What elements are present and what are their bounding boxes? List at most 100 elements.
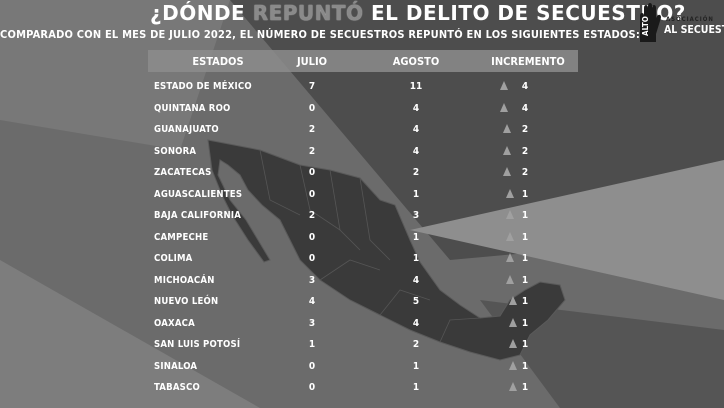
- table-row: GUANAJUATO 2 4 2: [0, 120, 724, 140]
- table-cell-august: 11: [409, 81, 423, 92]
- table-cell-state: ESTADO DE MÉXICO: [154, 81, 252, 92]
- table-cell-august: 1: [412, 188, 420, 200]
- table-cell-increase: 1: [521, 382, 529, 393]
- table-cell-state: NUEVO LEÓN: [154, 296, 219, 307]
- table-header-bar: [148, 50, 578, 72]
- increase-triangle-icon: [506, 231, 514, 241]
- increase-triangle-icon: [506, 210, 514, 219]
- increase-triangle-icon: [500, 81, 508, 90]
- table-cell-august: 4: [412, 145, 420, 157]
- table-cell-state: QUINTANA ROO: [154, 102, 231, 114]
- increase-triangle-icon: [500, 102, 508, 112]
- hand-icon: [640, 3, 661, 42]
- table-cell-july: 7: [308, 81, 316, 92]
- table-cell-july: 2: [308, 145, 316, 157]
- table-row: CAMPECHE 0 1 1: [0, 228, 724, 248]
- table-cell-increase: 1: [521, 317, 529, 329]
- table-cell-state: TABASCO: [154, 382, 200, 393]
- table-cell-july: 1: [308, 339, 316, 350]
- table-cell-state: GUANAJUATO: [154, 124, 219, 135]
- table-row: AGUASCALIENTES 0 1 1: [0, 185, 724, 205]
- table-cell-state: MICHOACÁN: [154, 274, 215, 286]
- page-subtitle: COMPARADO CON EL MES DE JULIO 2022, EL N…: [0, 28, 641, 41]
- increase-triangle-icon: [509, 339, 517, 348]
- table-cell-increase: 2: [521, 145, 529, 157]
- title-highlight: REPUNTÓ: [252, 1, 364, 25]
- table-row: SINALOA 0 1 1: [0, 357, 724, 377]
- increase-triangle-icon: [506, 253, 514, 262]
- table-cell-state: AGUASCALIENTES: [154, 188, 243, 200]
- table-cell-state: SAN LUIS POTOSÍ: [154, 339, 241, 350]
- table-cell-state: ZACATECAS: [154, 167, 212, 178]
- table-row: NUEVO LEÓN 4 5 1: [0, 292, 724, 312]
- table-cell-increase: 1: [521, 231, 529, 243]
- table-cell-july: 3: [308, 274, 316, 286]
- table-cell-increase: 1: [521, 188, 529, 200]
- table-cell-august: 4: [412, 124, 420, 135]
- table-cell-august: 4: [412, 317, 420, 329]
- column-header-states: ESTADOS: [192, 55, 244, 68]
- table-cell-august: 1: [412, 231, 420, 243]
- page-title: ¿DÓNDE REPUNTÓ EL DELITO DE SECUESTRO?: [150, 0, 685, 26]
- table-cell-august: 2: [412, 339, 420, 350]
- logo-alto-text: ALTO: [641, 16, 650, 36]
- table-cell-state: CAMPECHE: [154, 231, 209, 243]
- table-cell-increase: 2: [521, 124, 529, 135]
- column-header-july: JULIO: [296, 55, 328, 68]
- increase-triangle-icon: [509, 317, 517, 327]
- increase-triangle-icon: [509, 360, 517, 370]
- increase-triangle-icon: [506, 274, 514, 284]
- table-row: ZACATECAS 0 2 2: [0, 163, 724, 183]
- table-row: SAN LUIS POTOSÍ 1 2 1: [0, 335, 724, 355]
- table-cell-july: 4: [308, 296, 316, 307]
- table-cell-july: 2: [308, 210, 316, 221]
- table-row: MICHOACÁN 3 4 1: [0, 271, 724, 291]
- table-cell-august: 1: [412, 253, 420, 264]
- logo-name-text: AL SECUESTRO: [664, 24, 724, 36]
- logo-assoc-text: ASOCIACIÓN: [666, 16, 714, 23]
- table-cell-july: 0: [308, 360, 316, 372]
- alto-al-secuestro-logo: ASOCIACIÓN ALTO AL SECUESTRO: [636, 2, 724, 42]
- table-row: SONORA 2 4 2: [0, 142, 724, 162]
- table-row: COLIMA 0 1 1: [0, 249, 724, 269]
- table-cell-july: 0: [308, 253, 316, 264]
- title-part-1: ¿DÓNDE: [150, 1, 246, 25]
- table-cell-july: 0: [308, 382, 316, 393]
- table-row: BAJA CALIFORNIA 2 3 1: [0, 206, 724, 226]
- table-cell-july: 0: [308, 102, 316, 114]
- table-cell-increase: 4: [521, 102, 529, 114]
- table-cell-july: 3: [308, 317, 316, 329]
- column-header-august: AGOSTO: [392, 55, 440, 68]
- table-cell-increase: 1: [521, 210, 529, 221]
- table-cell-july: 2: [308, 124, 316, 135]
- table-row: QUINTANA ROO 0 4 4: [0, 99, 724, 119]
- column-header-increase: INCREMENTO: [491, 55, 565, 68]
- table-row: OAXACA 3 4 1: [0, 314, 724, 334]
- table-cell-august: 2: [412, 167, 420, 178]
- table-cell-state: COLIMA: [154, 253, 193, 264]
- table-cell-increase: 1: [521, 296, 529, 307]
- table-cell-state: SONORA: [154, 145, 197, 157]
- table-cell-increase: 1: [521, 274, 529, 286]
- table-cell-july: 0: [308, 231, 316, 243]
- table-cell-increase: 2: [521, 167, 529, 178]
- table-cell-august: 1: [412, 382, 420, 393]
- table-cell-increase: 1: [521, 339, 529, 350]
- table-row: ESTADO DE MÉXICO 7 11 4: [0, 77, 724, 97]
- table-cell-august: 5: [412, 296, 420, 307]
- table-cell-state: OAXACA: [154, 317, 195, 329]
- table-cell-july: 0: [308, 188, 316, 200]
- table-cell-august: 4: [412, 274, 420, 286]
- table-cell-july: 0: [308, 167, 316, 178]
- increase-triangle-icon: [509, 296, 517, 305]
- table-cell-august: 1: [412, 360, 420, 372]
- increase-triangle-icon: [509, 382, 517, 391]
- title-part-2: EL DELITO DE SECUESTRO?: [371, 1, 686, 25]
- table-cell-august: 3: [412, 210, 420, 221]
- increase-triangle-icon: [503, 124, 511, 133]
- table-cell-increase: 1: [521, 253, 529, 264]
- table-cell-state: BAJA CALIFORNIA: [154, 210, 242, 221]
- increase-triangle-icon: [506, 188, 514, 198]
- table-row: TABASCO 0 1 1: [0, 378, 724, 398]
- increase-triangle-icon: [503, 145, 511, 155]
